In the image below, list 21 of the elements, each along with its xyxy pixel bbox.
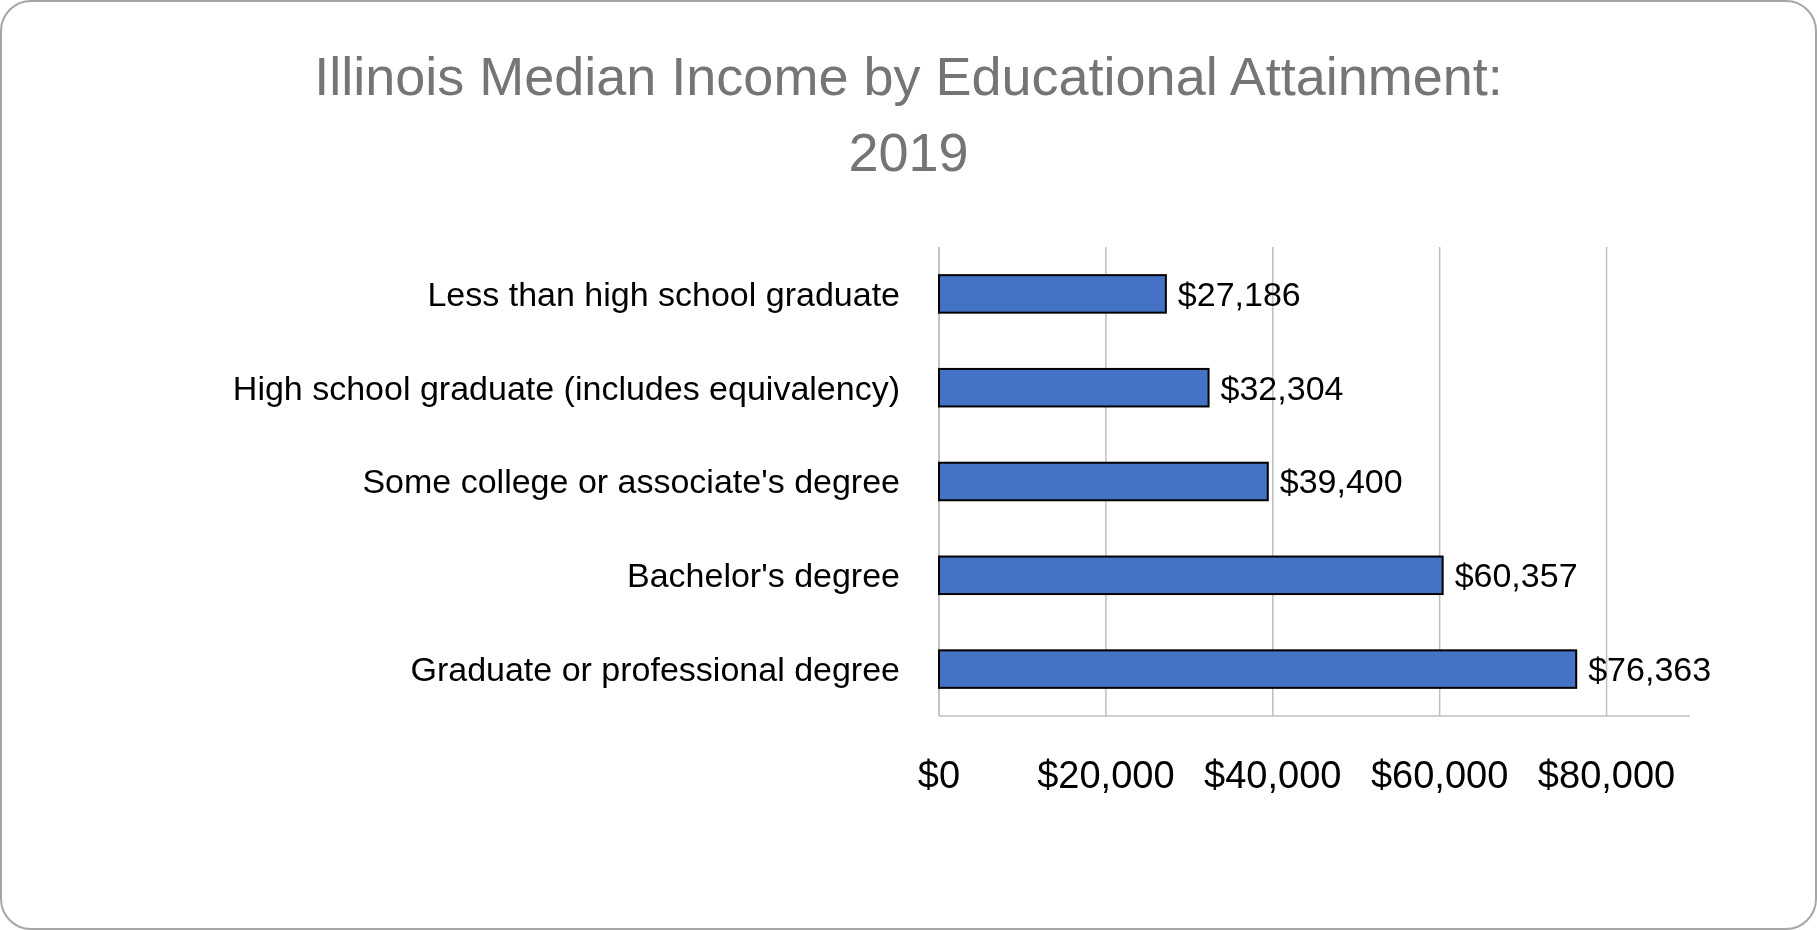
- y-tick-label: Less than high school graduate: [427, 274, 900, 313]
- data-label: $32,304: [1220, 368, 1344, 407]
- data-label: $60,357: [1454, 556, 1578, 595]
- bar: [938, 367, 1210, 408]
- x-tick-label: $20,000: [1037, 754, 1175, 796]
- y-tick-label: Some college or associate's degree: [362, 462, 900, 501]
- chart-title: Illinois Median Income by Educational Attainment: 2019: [314, 46, 1503, 182]
- y-tick-label: Graduate or professional degree: [410, 650, 900, 688]
- bar: [938, 649, 1578, 689]
- y-tick-label: Bachelor's degree: [627, 556, 900, 595]
- data-label: $76,363: [1588, 650, 1712, 688]
- y-tick-label: High school graduate (includes equivalency): [232, 368, 900, 407]
- x-tick-label: $80,000: [1537, 754, 1676, 796]
- x-tick-label: $60,000: [1370, 754, 1509, 796]
- x-tick-label: $40,000: [1204, 754, 1342, 796]
- data-label: $39,400: [1279, 462, 1403, 501]
- bar: [938, 461, 1269, 502]
- bar: [938, 555, 1444, 596]
- x-tick-label: $0: [917, 754, 961, 796]
- bar: [938, 274, 1167, 314]
- data-label: $27,186: [1177, 274, 1301, 313]
